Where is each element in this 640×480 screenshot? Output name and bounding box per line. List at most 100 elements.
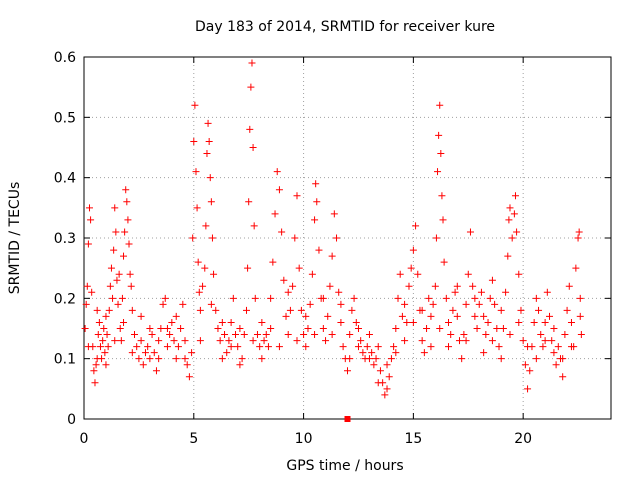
data-point-square bbox=[344, 416, 351, 422]
data-point-plus bbox=[137, 337, 145, 345]
data-point-plus bbox=[348, 306, 356, 314]
data-point-plus bbox=[88, 288, 96, 296]
data-point-plus bbox=[172, 355, 180, 363]
data-point-plus bbox=[205, 137, 213, 145]
data-point-plus bbox=[236, 325, 244, 332]
data-point-plus bbox=[177, 325, 185, 332]
data-point-plus bbox=[368, 349, 376, 357]
data-point-plus bbox=[172, 312, 180, 320]
data-point-plus bbox=[445, 343, 453, 351]
data-point-plus bbox=[117, 337, 125, 345]
data-point-plus bbox=[550, 349, 558, 357]
data-point-plus bbox=[174, 343, 182, 351]
data-point-plus bbox=[216, 337, 224, 345]
data-point-plus bbox=[269, 258, 277, 266]
data-point-plus bbox=[532, 294, 540, 302]
data-point-plus bbox=[131, 331, 139, 339]
data-point-plus bbox=[120, 252, 128, 260]
data-point-plus bbox=[232, 331, 240, 339]
data-point-plus bbox=[284, 288, 292, 296]
data-point-plus bbox=[111, 337, 119, 345]
data-point-plus bbox=[124, 216, 132, 224]
data-point-plus bbox=[275, 343, 283, 351]
data-point-plus bbox=[365, 355, 373, 363]
data-point-plus bbox=[429, 300, 437, 308]
data-point-plus bbox=[284, 331, 292, 339]
y-tick-label: 0.2 bbox=[54, 291, 76, 307]
data-point-plus bbox=[352, 318, 360, 326]
data-point-plus bbox=[438, 192, 446, 200]
data-point-plus bbox=[289, 282, 297, 290]
data-point-plus bbox=[354, 343, 362, 351]
data-point-plus bbox=[311, 216, 319, 224]
data-point-plus bbox=[166, 331, 174, 339]
data-point-plus bbox=[475, 300, 483, 308]
data-point-plus bbox=[572, 264, 580, 272]
data-point-plus bbox=[267, 325, 275, 332]
data-point-plus bbox=[394, 294, 402, 302]
data-point-plus bbox=[273, 168, 281, 176]
data-point-plus bbox=[319, 294, 327, 302]
data-point-plus bbox=[313, 198, 321, 206]
y-tick-label: 0.5 bbox=[54, 110, 76, 126]
data-point-plus bbox=[354, 325, 362, 332]
data-point-plus bbox=[530, 318, 538, 326]
x-tick-label: 15 bbox=[404, 431, 422, 447]
data-point-plus bbox=[221, 331, 229, 339]
x-tick-label: 20 bbox=[514, 431, 532, 447]
data-point-plus bbox=[181, 355, 189, 363]
data-point-plus bbox=[275, 186, 283, 194]
data-point-plus bbox=[407, 264, 415, 272]
data-point-plus bbox=[92, 361, 100, 369]
data-point-plus bbox=[471, 294, 479, 302]
data-point-plus bbox=[192, 168, 200, 176]
data-point-plus bbox=[563, 306, 571, 314]
data-point-plus bbox=[436, 325, 444, 332]
data-point-plus bbox=[242, 306, 250, 314]
data-point-plus bbox=[333, 234, 341, 242]
data-point-plus bbox=[458, 355, 466, 363]
data-point-plus bbox=[432, 234, 440, 242]
data-point-plus bbox=[418, 337, 426, 345]
data-point-plus bbox=[524, 385, 532, 393]
y-tick-label: 0.1 bbox=[54, 352, 76, 368]
data-point-plus bbox=[125, 240, 133, 248]
data-point-plus bbox=[497, 306, 505, 314]
data-point-plus bbox=[144, 343, 152, 351]
data-point-plus bbox=[190, 137, 198, 145]
data-point-plus bbox=[469, 282, 477, 290]
data-point-plus bbox=[434, 168, 442, 176]
data-point-plus bbox=[480, 312, 488, 320]
data-point-plus bbox=[105, 306, 113, 314]
data-point-plus bbox=[195, 288, 203, 296]
data-point-plus bbox=[552, 361, 560, 369]
data-point-plus bbox=[247, 83, 255, 91]
data-point-plus bbox=[250, 222, 258, 230]
data-point-plus bbox=[121, 228, 129, 236]
y-tick-label: 0.3 bbox=[54, 231, 76, 247]
data-point-plus bbox=[133, 343, 141, 351]
data-point-plus bbox=[311, 331, 319, 339]
data-point-plus bbox=[141, 349, 149, 357]
data-point-plus bbox=[554, 343, 562, 351]
data-point-plus bbox=[436, 101, 444, 109]
data-point-plus bbox=[258, 355, 266, 363]
data-point-plus bbox=[128, 349, 136, 357]
data-point-plus bbox=[315, 246, 323, 254]
data-point-plus bbox=[455, 337, 463, 345]
data-point-plus bbox=[495, 343, 503, 351]
data-point-plus bbox=[510, 210, 518, 218]
data-point-plus bbox=[253, 331, 261, 339]
data-point-plus bbox=[559, 373, 567, 381]
data-point-plus bbox=[210, 270, 218, 278]
x-tick-label: 5 bbox=[189, 431, 198, 447]
data-point-plus bbox=[466, 228, 474, 236]
data-point-plus bbox=[193, 204, 201, 212]
data-point-plus bbox=[267, 294, 275, 302]
data-point-plus bbox=[548, 337, 556, 345]
data-point-plus bbox=[515, 270, 523, 278]
data-point-plus bbox=[207, 300, 215, 308]
data-point-plus bbox=[576, 312, 584, 320]
data-point-plus bbox=[302, 312, 310, 320]
data-point-plus bbox=[398, 312, 406, 320]
